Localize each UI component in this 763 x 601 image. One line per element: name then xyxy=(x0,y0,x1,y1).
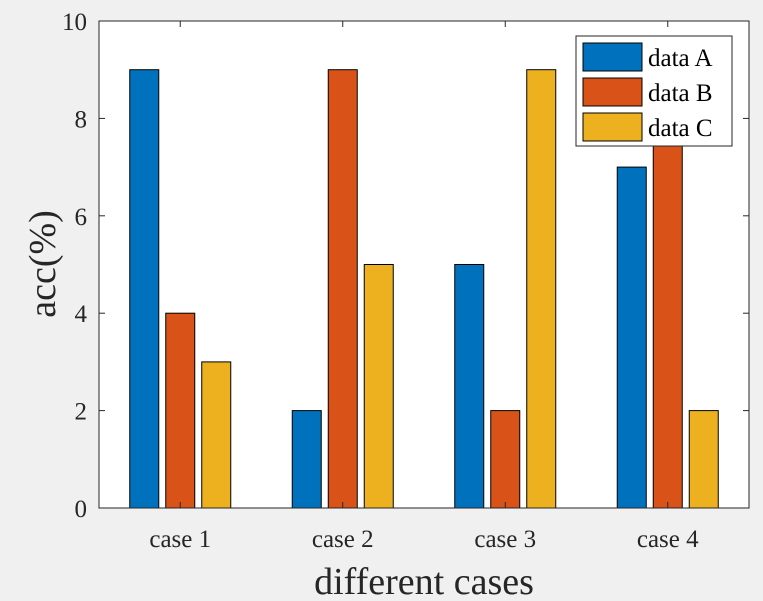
legend: data A data B data C xyxy=(575,35,733,147)
bar-data-a-case-1 xyxy=(129,69,160,509)
y-tick-label: 0 xyxy=(75,496,88,523)
bar-data-a-case-4 xyxy=(616,166,647,509)
bar-data-a-case-2 xyxy=(291,410,322,509)
legend-label-data-a: data A xyxy=(648,45,713,72)
legend-label-data-c: data C xyxy=(648,115,713,142)
y-tick-label: 10 xyxy=(62,9,87,36)
bar-data-b-case-4 xyxy=(652,117,683,509)
bar-data-c-case-3 xyxy=(526,69,557,509)
x-tick-label: case 2 xyxy=(312,526,374,553)
legend-swatch-data-b xyxy=(582,77,643,107)
y-tick-label: 2 xyxy=(75,399,88,426)
y-axis-label: acc(%) xyxy=(22,210,64,318)
bar-data-b-case-2 xyxy=(327,69,358,509)
legend-label-data-b: data B xyxy=(648,80,713,107)
bar-data-b-case-1 xyxy=(165,312,196,509)
x-tick-label: case 4 xyxy=(637,526,699,553)
bar-data-c-case-1 xyxy=(201,361,232,509)
bar-data-b-case-3 xyxy=(490,410,521,509)
ticks-layer: case 1 case 2 case 3 case 4 0 2 4 6 8 10 xyxy=(62,9,749,553)
bar-data-a-case-3 xyxy=(454,264,485,509)
y-tick-label: 8 xyxy=(75,106,88,133)
y-tick-label: 4 xyxy=(75,301,88,328)
bar-data-c-case-4 xyxy=(688,410,719,509)
bar-data-c-case-2 xyxy=(363,264,394,509)
y-tick-label: 6 xyxy=(75,204,88,231)
x-tick-label: case 3 xyxy=(474,526,536,553)
x-tick-label: case 1 xyxy=(149,526,211,553)
x-axis-label: different cases xyxy=(314,561,534,601)
bars-layer xyxy=(129,69,719,509)
axes-box xyxy=(98,20,750,509)
legend-swatch-data-c xyxy=(582,112,643,142)
legend-swatch-data-a xyxy=(582,42,643,72)
